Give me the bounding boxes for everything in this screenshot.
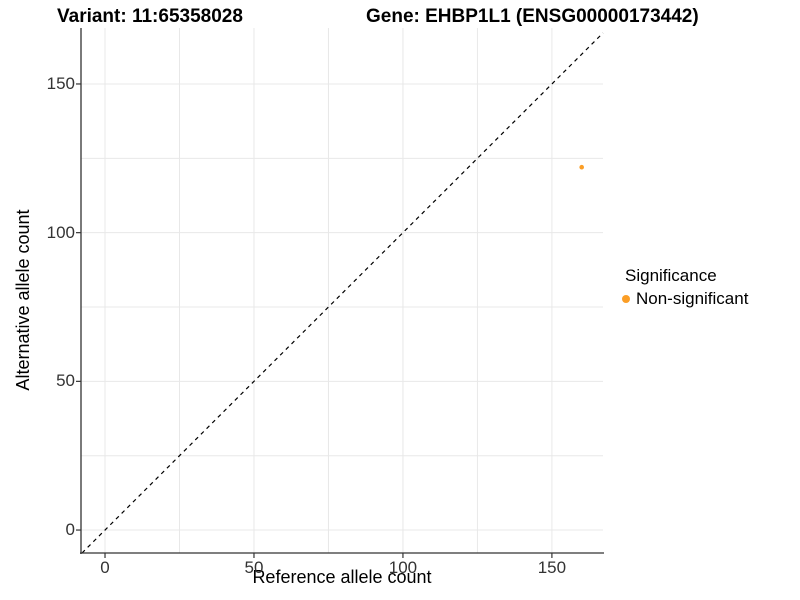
legend-item-non-significant: Non-significant	[622, 289, 748, 309]
gene-title: Gene: EHBP1L1 (ENSG00000173442)	[366, 6, 699, 27]
x-tick-label: 50	[244, 558, 264, 577]
identity-dashed-line	[81, 32, 604, 554]
x-tick-label: 150	[537, 558, 567, 577]
x-axis-title: Reference allele count	[252, 567, 432, 587]
legend-title: Significance	[625, 266, 717, 285]
x-tick-label: 0	[100, 558, 110, 577]
y-tick-label: 150	[46, 73, 75, 93]
variant-title: Variant: 11:65358028	[57, 6, 243, 27]
legend-item-label: Non-significant	[636, 289, 749, 308]
legend: Significance Non-significant	[622, 266, 748, 309]
x-tick-label: 100	[388, 558, 418, 577]
y-tick-label: 50	[56, 371, 75, 391]
y-tick-label: 100	[46, 222, 75, 242]
y-tick-label: 0	[65, 520, 75, 540]
legend-key-dot-icon	[622, 295, 630, 303]
data-point	[579, 164, 584, 170]
